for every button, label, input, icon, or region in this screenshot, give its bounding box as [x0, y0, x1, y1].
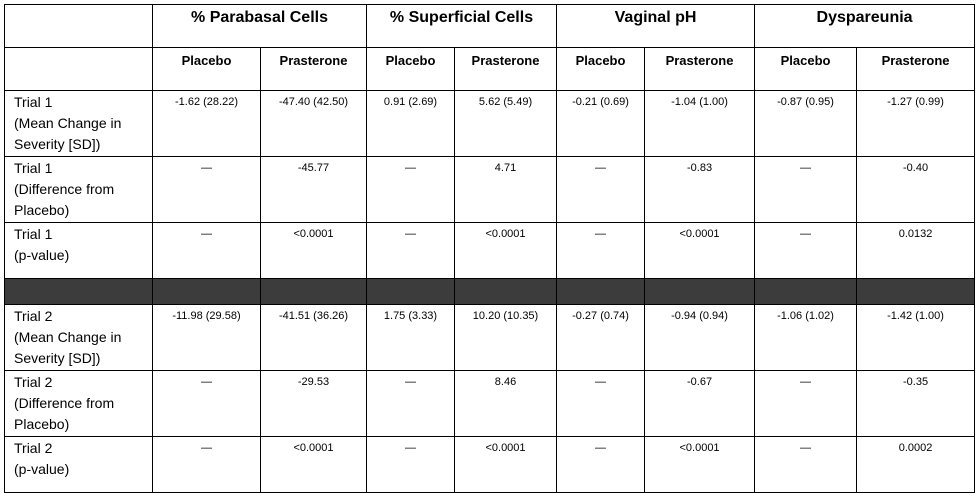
value-cell: -1.27 (0.99): [856, 90, 976, 157]
value-cell: <0.0001: [644, 222, 756, 279]
table-row: Trial 2 (Difference from Placebo) — -29.53…: [4, 370, 976, 437]
value-cell: -1.42 (1.00): [856, 304, 976, 371]
value-cell: 0.0132: [856, 222, 976, 279]
value-cell: -0.21 (0.69): [556, 90, 646, 157]
separator-cell: [366, 278, 455, 305]
value-cell: 0.0002: [856, 436, 976, 493]
value-cell: -0.27 (0.74): [556, 304, 646, 371]
value-cell: —: [152, 436, 261, 493]
value-cell: 10.20 (10.35): [453, 304, 558, 371]
separator-cell: [152, 278, 261, 305]
value-cell: -1.04 (1.00): [644, 90, 756, 157]
table-row: Trial 1 (p-value) — <0.0001 — <0.0001 — <…: [4, 222, 976, 279]
value-cell: <0.0001: [453, 436, 558, 493]
value-cell: —: [366, 370, 455, 437]
value-cell: 0.91 (2.69): [366, 90, 455, 157]
corner-cell: [4, 47, 153, 91]
subheader-cell: Placebo: [152, 47, 261, 91]
value-cell: —: [366, 222, 455, 279]
value-cell: <0.0001: [260, 436, 367, 493]
group-header-row: % Parabasal Cells % Superficial Cells Va…: [4, 4, 976, 48]
row-label: Trial 2 (Mean Change in Severity [SD]): [4, 304, 153, 371]
value-cell: 8.46: [453, 370, 558, 437]
separator-cell: [644, 278, 756, 305]
value-cell: —: [556, 222, 646, 279]
value-cell: —: [152, 156, 261, 223]
row-label: Trial 1 (Difference from Placebo): [4, 156, 153, 223]
subheader-cell: Placebo: [754, 47, 858, 91]
value-cell: 4.71: [453, 156, 558, 223]
row-label: Trial 1 (p-value): [4, 222, 153, 279]
value-cell: 1.75 (3.33): [366, 304, 455, 371]
value-cell: -11.98 (29.58): [152, 304, 261, 371]
row-label: Trial 1 (Mean Change in Severity [SD]): [4, 90, 153, 157]
value-cell: -0.83: [644, 156, 756, 223]
group-header: % Superficial Cells: [365, 4, 558, 48]
value-cell: -41.51 (36.26): [260, 304, 367, 371]
value-cell: —: [556, 156, 646, 223]
table-row: Trial 2 (Mean Change in Severity [SD]) -11…: [4, 304, 976, 371]
subheader-cell: Placebo: [366, 47, 455, 91]
value-cell: —: [754, 370, 858, 437]
value-cell: -29.53: [260, 370, 367, 437]
separator-cell: [260, 278, 367, 305]
value-cell: -0.35: [856, 370, 976, 437]
separator-cell: [453, 278, 558, 305]
results-table: % Parabasal Cells % Superficial Cells Va…: [4, 4, 976, 493]
subheader-cell: Prasterone: [856, 47, 976, 91]
value-cell: —: [366, 436, 455, 493]
value-cell: —: [754, 222, 858, 279]
group-header: % Parabasal Cells: [152, 4, 367, 48]
table-row: Trial 1 (Difference from Placebo) — -45.77…: [4, 156, 976, 223]
separator-cell: [856, 278, 976, 305]
corner-cell: [4, 4, 153, 48]
subheader-cell: Placebo: [556, 47, 646, 91]
value-cell: —: [152, 370, 261, 437]
value-cell: —: [754, 156, 858, 223]
value-cell: <0.0001: [453, 222, 558, 279]
subheader-cell: Prasterone: [453, 47, 558, 91]
value-cell: -0.40: [856, 156, 976, 223]
table-row: Trial 2 (p-value) — <0.0001 — <0.0001 — <…: [4, 436, 976, 493]
separator-cell: [556, 278, 646, 305]
value-cell: —: [152, 222, 261, 279]
value-cell: -0.94 (0.94): [644, 304, 756, 371]
value-cell: <0.0001: [644, 436, 756, 493]
group-header: Vaginal pH: [556, 4, 756, 48]
value-cell: -0.87 (0.95): [754, 90, 858, 157]
value-cell: —: [754, 436, 858, 493]
row-label: Trial 2 (Difference from Placebo): [4, 370, 153, 437]
value-cell: <0.0001: [260, 222, 367, 279]
separator-cell: [754, 278, 858, 305]
subheader-cell: Prasterone: [260, 47, 367, 91]
subheader-cell: Prasterone: [644, 47, 756, 91]
row-label: Trial 2 (p-value): [4, 436, 153, 493]
value-cell: -0.67: [644, 370, 756, 437]
value-cell: —: [366, 156, 455, 223]
value-cell: -45.77: [260, 156, 367, 223]
group-header: Dyspareunia: [754, 4, 976, 48]
value-cell: -1.62 (28.22): [152, 90, 261, 157]
value-cell: -47.40 (42.50): [260, 90, 367, 157]
value-cell: —: [556, 436, 646, 493]
separator-cell: [4, 278, 153, 305]
table-row: Trial 1 (Mean Change in Severity [SD]) -1.…: [4, 90, 976, 157]
separator-row: [4, 278, 976, 305]
value-cell: 5.62 (5.49): [453, 90, 558, 157]
subheader-row: Placebo Prasterone Placebo Prasterone Pl…: [4, 47, 976, 91]
value-cell: -1.06 (1.02): [754, 304, 858, 371]
value-cell: —: [556, 370, 646, 437]
